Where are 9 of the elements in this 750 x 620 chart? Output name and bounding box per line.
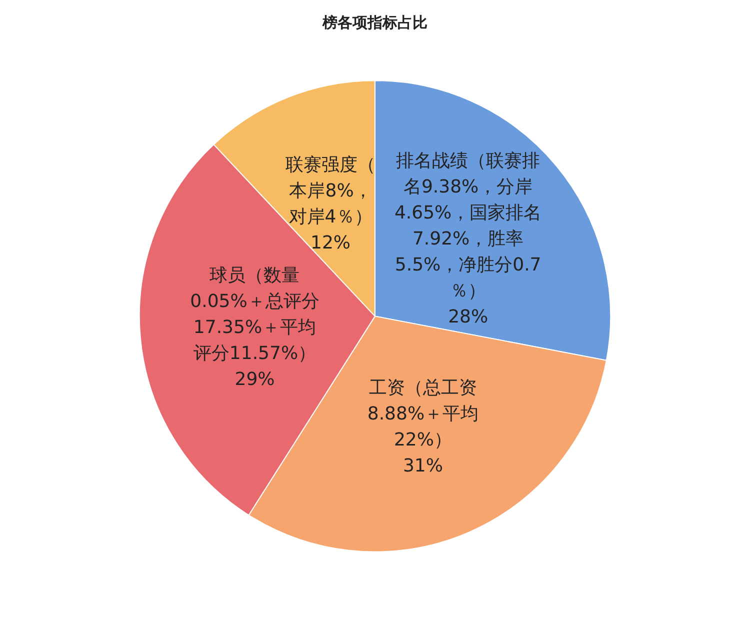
slice-label: 工资（总工资8.88%＋平均22%） — [367, 378, 479, 451]
data-label: 12% — [310, 232, 351, 254]
data-label: 28% — [448, 306, 488, 328]
slice-label: 排名战绩（联赛排名9.38%，分岸4.65%，国家排名7.92%，胜率5.5%，净胜分0.7％） — [394, 150, 542, 302]
slice-label: 球员（数量0.05%＋总评分17.35%＋平均评分11.57%） — [190, 265, 320, 364]
data-label: 31% — [402, 456, 443, 477]
chart-title: 榜各项指标占比 — [322, 14, 428, 32]
data-label: 29% — [234, 369, 275, 390]
slice-label: 联赛强度（本岸8%，对岸4％） — [286, 154, 376, 228]
